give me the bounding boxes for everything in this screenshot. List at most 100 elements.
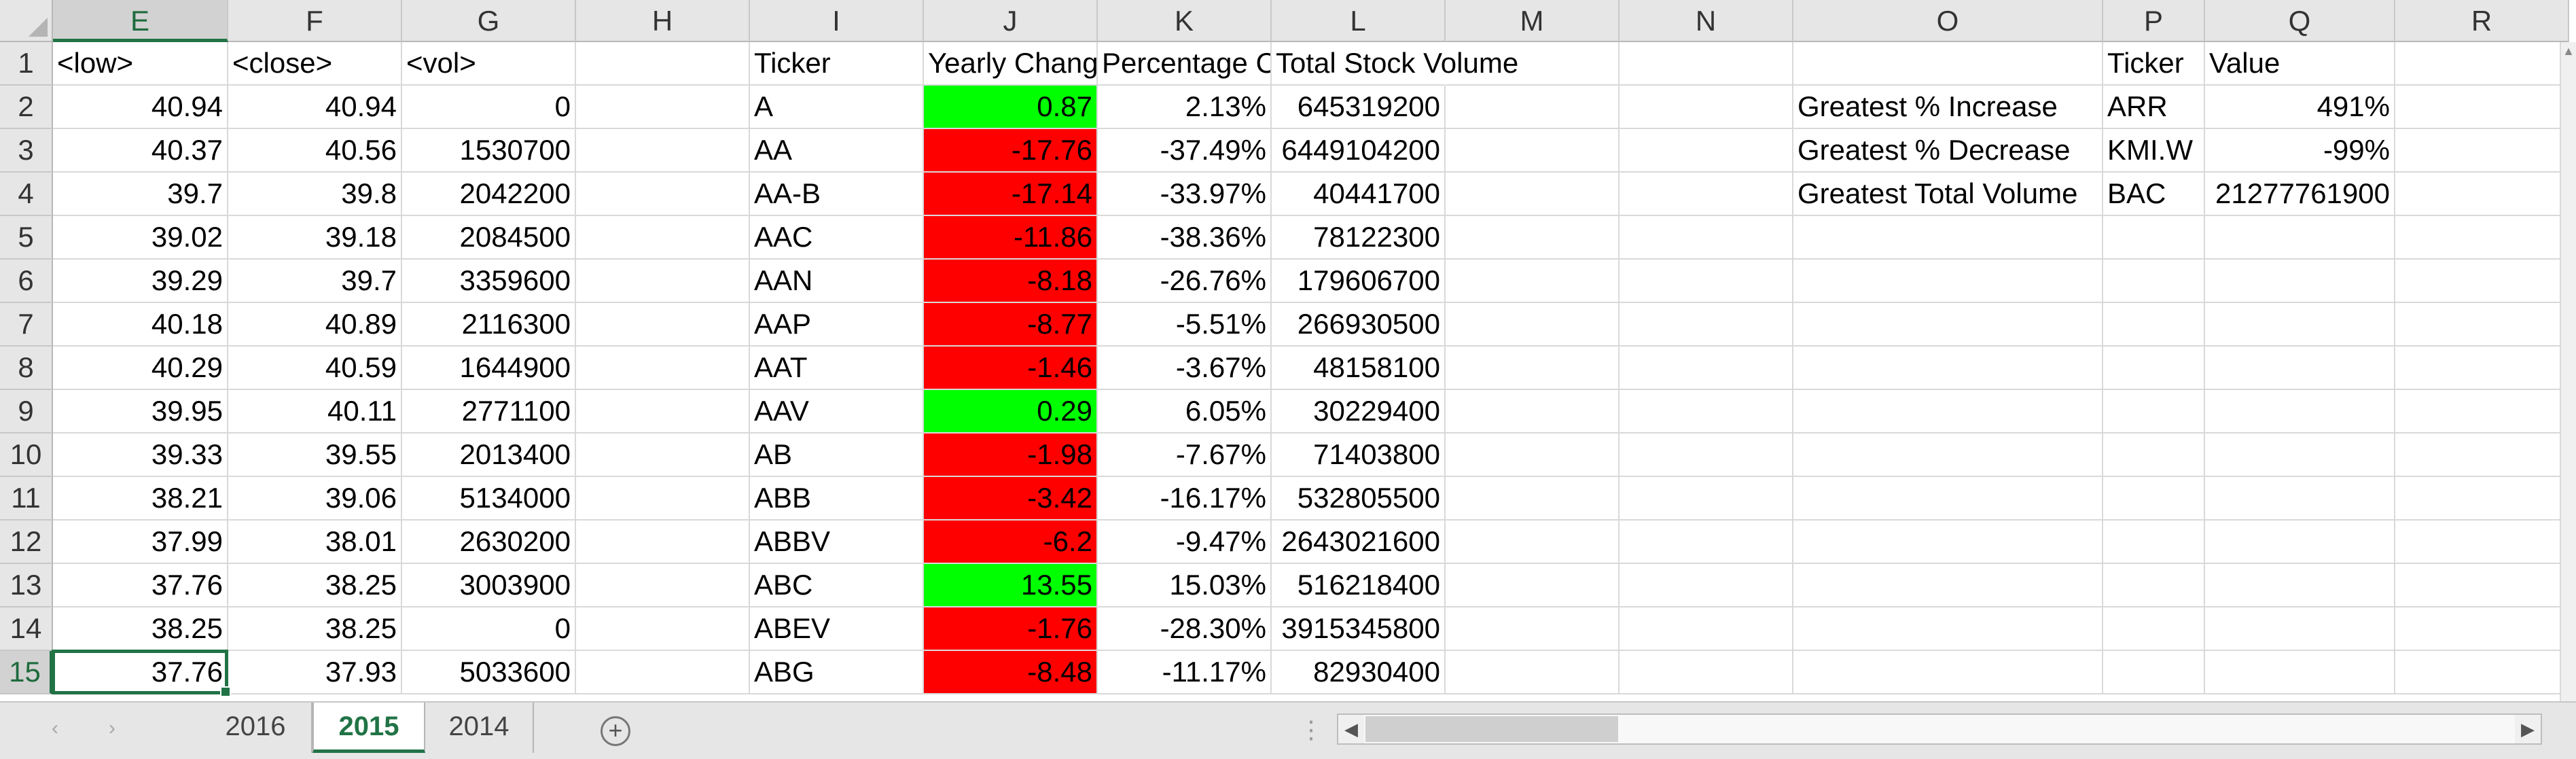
header-cell-j[interactable]: Yearly Change xyxy=(924,42,1098,86)
empty-cell[interactable] xyxy=(1446,347,1620,390)
scroll-up-icon[interactable]: ▲ xyxy=(2562,44,2575,58)
percent-change-cell[interactable]: -28.30% xyxy=(1098,607,1272,651)
close-cell[interactable]: 38.25 xyxy=(228,607,402,651)
vol-cell[interactable]: 0 xyxy=(402,607,576,651)
empty-cell[interactable] xyxy=(2205,564,2395,607)
empty-cell[interactable] xyxy=(1446,651,1620,694)
row-header-1[interactable]: 1 xyxy=(0,42,53,86)
total-volume-cell[interactable]: 2643021600 xyxy=(1272,520,1446,564)
ticker-cell[interactable]: AAC xyxy=(750,216,924,260)
empty-cell[interactable] xyxy=(1446,216,1620,260)
total-volume-cell[interactable]: 40441700 xyxy=(1272,173,1446,216)
header-cell-q[interactable]: Value xyxy=(2205,42,2395,86)
column-header-l[interactable]: L xyxy=(1272,0,1446,42)
empty-cell[interactable] xyxy=(1620,390,1793,434)
empty-cell[interactable] xyxy=(1446,129,1620,173)
empty-cell[interactable] xyxy=(1793,42,2103,86)
percent-change-cell[interactable]: 6.05% xyxy=(1098,390,1272,434)
percent-change-cell[interactable]: -9.47% xyxy=(1098,520,1272,564)
empty-cell[interactable] xyxy=(2103,434,2205,477)
next-sheet-icon[interactable]: › xyxy=(109,717,115,739)
summary-label-cell[interactable]: Greatest % Decrease xyxy=(1793,129,2103,173)
close-cell[interactable]: 37.93 xyxy=(228,651,402,694)
column-header-f[interactable]: F xyxy=(228,0,402,42)
row-header-9[interactable]: 9 xyxy=(0,390,53,434)
column-header-r[interactable]: R xyxy=(2395,0,2569,42)
percent-change-cell[interactable]: -11.17% xyxy=(1098,651,1272,694)
empty-cell[interactable] xyxy=(2103,303,2205,347)
vol-cell[interactable]: 2013400 xyxy=(402,434,576,477)
total-volume-cell[interactable]: 266930500 xyxy=(1272,303,1446,347)
close-cell[interactable]: 39.06 xyxy=(228,477,402,520)
column-header-i[interactable]: I xyxy=(750,0,924,42)
row-header-5[interactable]: 5 xyxy=(0,216,53,260)
summary-value-cell[interactable]: 491% xyxy=(2205,86,2395,129)
yearly-change-cell[interactable]: -8.77 xyxy=(924,303,1098,347)
row-header-2[interactable]: 2 xyxy=(0,86,53,129)
yearly-change-cell[interactable]: -6.2 xyxy=(924,520,1098,564)
summary-ticker-cell[interactable]: KMI.W xyxy=(2103,129,2205,173)
ticker-cell[interactable]: A xyxy=(750,86,924,129)
close-cell[interactable]: 39.7 xyxy=(228,260,402,303)
header-cell-k[interactable]: Percentage Change xyxy=(1098,42,1272,86)
horizontal-scroll-thumb[interactable] xyxy=(1365,716,1618,742)
vol-cell[interactable]: 2771100 xyxy=(402,390,576,434)
tab-split-handle[interactable]: ⋮ xyxy=(1299,716,1323,743)
empty-cell[interactable] xyxy=(1793,477,2103,520)
ticker-cell[interactable]: ABBV xyxy=(750,520,924,564)
empty-cell[interactable] xyxy=(1620,477,1793,520)
column-header-o[interactable]: O xyxy=(1793,0,2103,42)
close-cell[interactable]: 40.59 xyxy=(228,347,402,390)
yearly-change-cell[interactable]: -8.18 xyxy=(924,260,1098,303)
empty-cell[interactable] xyxy=(1446,477,1620,520)
empty-cell[interactable] xyxy=(576,303,750,347)
empty-cell[interactable] xyxy=(1620,173,1793,216)
empty-cell[interactable] xyxy=(2205,390,2395,434)
empty-cell[interactable] xyxy=(2103,607,2205,651)
empty-cell[interactable] xyxy=(576,42,750,86)
empty-cell[interactable] xyxy=(1793,651,2103,694)
low-cell[interactable]: 40.29 xyxy=(53,347,228,390)
empty-cell[interactable] xyxy=(2103,651,2205,694)
empty-cell[interactable] xyxy=(576,434,750,477)
low-cell[interactable]: 37.76 xyxy=(53,564,228,607)
close-cell[interactable]: 40.11 xyxy=(228,390,402,434)
low-cell[interactable]: 39.29 xyxy=(53,260,228,303)
header-cell-g[interactable]: <vol> xyxy=(402,42,576,86)
total-volume-cell[interactable]: 645319200 xyxy=(1272,86,1446,129)
empty-cell[interactable] xyxy=(1620,42,1793,86)
close-cell[interactable]: 40.56 xyxy=(228,129,402,173)
empty-cell[interactable] xyxy=(2205,520,2395,564)
low-cell[interactable]: 39.02 xyxy=(53,216,228,260)
empty-cell[interactable] xyxy=(1793,216,2103,260)
horizontal-scrollbar[interactable]: ◀ ▶ xyxy=(1337,713,2542,745)
vol-cell[interactable]: 2116300 xyxy=(402,303,576,347)
yearly-change-cell[interactable]: -3.42 xyxy=(924,477,1098,520)
empty-cell[interactable] xyxy=(2395,86,2569,129)
empty-cell[interactable] xyxy=(2205,303,2395,347)
total-volume-cell[interactable]: 30229400 xyxy=(1272,390,1446,434)
ticker-cell[interactable]: AA-B xyxy=(750,173,924,216)
empty-cell[interactable] xyxy=(576,86,750,129)
row-header-14[interactable]: 14 xyxy=(0,607,53,651)
empty-cell[interactable] xyxy=(1620,216,1793,260)
yearly-change-cell[interactable]: -8.48 xyxy=(924,651,1098,694)
yearly-change-cell[interactable]: -1.76 xyxy=(924,607,1098,651)
empty-cell[interactable] xyxy=(576,173,750,216)
low-cell[interactable]: 39.7 xyxy=(53,173,228,216)
vol-cell[interactable]: 3359600 xyxy=(402,260,576,303)
low-cell[interactable]: 39.95 xyxy=(53,390,228,434)
empty-cell[interactable] xyxy=(2103,477,2205,520)
vol-cell[interactable]: 2084500 xyxy=(402,216,576,260)
column-header-q[interactable]: Q xyxy=(2205,0,2395,42)
row-header-3[interactable]: 3 xyxy=(0,129,53,173)
empty-cell[interactable] xyxy=(1446,173,1620,216)
vol-cell[interactable]: 5134000 xyxy=(402,477,576,520)
empty-cell[interactable] xyxy=(1620,651,1793,694)
summary-value-cell[interactable]: 21277761900 xyxy=(2205,173,2395,216)
empty-cell[interactable] xyxy=(576,260,750,303)
total-volume-cell[interactable]: 532805500 xyxy=(1272,477,1446,520)
row-header-11[interactable]: 11 xyxy=(0,477,53,520)
close-cell[interactable]: 39.8 xyxy=(228,173,402,216)
